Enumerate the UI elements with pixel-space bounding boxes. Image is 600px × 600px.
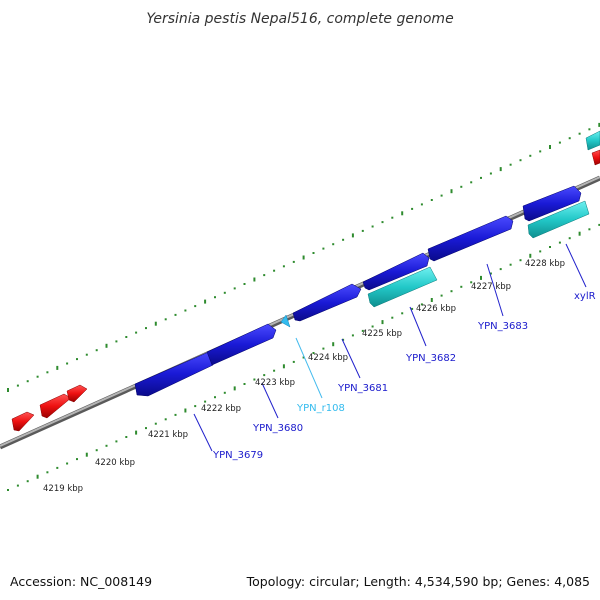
leader-ypn-3682 <box>409 306 427 347</box>
gene-arrow-ypn-3679[interactable] <box>134 350 214 397</box>
gene-label-ypn-3682[interactable]: YPN_3682 <box>405 353 456 364</box>
red-genes <box>11 149 600 432</box>
kbp-label: 4226 kbp <box>416 304 456 314</box>
gene-label-ypn-3683[interactable]: YPN_3683 <box>477 321 528 332</box>
genome-summary-text: Topology: circular; Length: 4,534,590 bp… <box>246 574 590 589</box>
gene-arrow-red[interactable] <box>11 411 35 432</box>
gene-arrow-cyan[interactable] <box>585 130 600 151</box>
kbp-label: 4222 kbp <box>201 404 241 414</box>
gene-arrow-ypn-3681[interactable] <box>292 283 362 322</box>
map-title: Yersinia pestis Nepal516, complete genom… <box>146 11 453 27</box>
kbp-tick-labels: 4219 kbp 4220 kbp 4221 kbp 4222 kbp 4223… <box>43 259 565 494</box>
gene-label-ypn-3680[interactable]: YPN_3680 <box>252 423 303 434</box>
leader-ypn-r108 <box>295 337 323 399</box>
kbp-label: 4225 kbp <box>362 329 402 339</box>
leader-ypn-3680 <box>261 382 279 419</box>
gene-arrow-ypn-3680[interactable] <box>206 323 277 366</box>
gene-labels: YPN_3679 YPN_3680 YPN_r108 YPN_3681 YPN_… <box>212 291 596 461</box>
leader-ypn-3681 <box>341 338 361 379</box>
gene-arrow-red[interactable] <box>39 393 72 419</box>
accession-text: Accession: NC_008149 <box>10 574 152 589</box>
gene-arrow-ypn-r108[interactable] <box>280 314 291 328</box>
gene-label-ypn-r108[interactable]: YPN_r108 <box>296 403 345 414</box>
gene-arrow-ypn-3682-blue[interactable] <box>362 252 430 291</box>
gene-arrow-red[interactable] <box>66 384 88 403</box>
leader-xylr <box>565 243 587 288</box>
gene-label-ypn-3679[interactable]: YPN_3679 <box>212 450 263 461</box>
gene-arrow-red[interactable] <box>591 149 600 166</box>
gene-label-xylr[interactable]: xylR <box>574 291 596 302</box>
kbp-label: 4228 kbp <box>525 259 565 269</box>
kbp-label: 4220 kbp <box>95 458 135 468</box>
gene-leader-lines <box>193 243 587 452</box>
leader-ypn-3679 <box>193 413 213 452</box>
gene-arrow-cyan[interactable] <box>367 266 438 308</box>
gene-arrow-cyan[interactable] <box>527 200 590 239</box>
leader-ypn-3683 <box>486 263 504 317</box>
cyan-genes <box>367 200 590 308</box>
kbp-label: 4223 kbp <box>255 378 295 388</box>
gene-arrow-ypn-3683[interactable] <box>427 215 514 262</box>
kbp-label: 4219 kbp <box>43 484 83 494</box>
gene-arrow-blue[interactable] <box>522 185 582 222</box>
outer-tick-track <box>7 122 600 392</box>
blue-genes <box>134 185 582 397</box>
kbp-label: 4224 kbp <box>308 353 348 363</box>
gene-label-ypn-3681[interactable]: YPN_3681 <box>337 383 388 394</box>
kbp-label: 4221 kbp <box>148 430 188 440</box>
kbp-label: 4227 kbp <box>471 282 511 292</box>
inner-tick-track <box>7 223 600 491</box>
